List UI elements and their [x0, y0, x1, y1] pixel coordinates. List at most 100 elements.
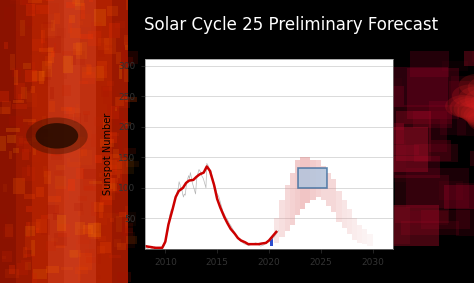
- Bar: [107, 213, 119, 218]
- Bar: [121, 46, 125, 62]
- Bar: [13, 148, 19, 153]
- Bar: [124, 68, 128, 82]
- Bar: [290, 173, 295, 225]
- Bar: [55, 200, 65, 213]
- Bar: [88, 130, 92, 138]
- Bar: [71, 250, 78, 258]
- Bar: [104, 38, 116, 54]
- Bar: [126, 161, 139, 167]
- Bar: [67, 158, 70, 162]
- Bar: [298, 168, 327, 188]
- Bar: [91, 134, 98, 147]
- Bar: [56, 186, 69, 200]
- Bar: [406, 168, 469, 208]
- Bar: [0, 0, 16, 283]
- Bar: [295, 160, 300, 215]
- Bar: [62, 52, 71, 55]
- Bar: [30, 55, 39, 68]
- Bar: [67, 162, 81, 167]
- Bar: [127, 236, 137, 245]
- Bar: [64, 114, 73, 120]
- Bar: [20, 0, 32, 5]
- Bar: [113, 149, 119, 158]
- Bar: [89, 233, 101, 239]
- Bar: [24, 194, 36, 200]
- Bar: [86, 65, 91, 75]
- Bar: [14, 134, 17, 143]
- Bar: [109, 132, 117, 143]
- Bar: [26, 206, 32, 212]
- Bar: [95, 155, 101, 163]
- Circle shape: [449, 96, 474, 119]
- Bar: [62, 85, 71, 96]
- Bar: [410, 211, 448, 225]
- Bar: [48, 101, 55, 112]
- Bar: [26, 70, 37, 82]
- Bar: [24, 141, 31, 152]
- Bar: [46, 241, 56, 251]
- Bar: [78, 196, 87, 201]
- Bar: [109, 254, 121, 258]
- Bar: [56, 245, 64, 248]
- Bar: [28, 0, 42, 3]
- Bar: [99, 203, 103, 218]
- Bar: [96, 66, 104, 81]
- Bar: [380, 0, 435, 25]
- Bar: [21, 260, 31, 263]
- Bar: [54, 233, 67, 246]
- Circle shape: [461, 102, 474, 124]
- Bar: [284, 185, 290, 231]
- Bar: [23, 247, 27, 258]
- Bar: [51, 154, 62, 160]
- Bar: [128, 0, 474, 51]
- Bar: [115, 107, 118, 112]
- Bar: [347, 209, 352, 234]
- Bar: [2, 185, 8, 192]
- Bar: [20, 20, 26, 36]
- Bar: [23, 18, 33, 26]
- Bar: [106, 184, 119, 192]
- Bar: [54, 171, 62, 175]
- Bar: [41, 24, 55, 38]
- Bar: [465, 11, 474, 67]
- Bar: [401, 221, 458, 235]
- Bar: [0, 215, 7, 231]
- Y-axis label: Sunspot Number: Sunspot Number: [103, 113, 113, 195]
- Bar: [270, 237, 273, 246]
- Bar: [439, 181, 463, 200]
- Bar: [105, 187, 108, 192]
- Bar: [23, 119, 36, 122]
- Circle shape: [454, 98, 474, 120]
- Bar: [94, 202, 104, 212]
- Bar: [74, 203, 83, 211]
- Bar: [362, 229, 367, 244]
- Bar: [118, 272, 131, 282]
- Bar: [105, 171, 109, 181]
- Bar: [115, 21, 125, 28]
- Bar: [97, 246, 105, 254]
- Bar: [3, 227, 14, 239]
- Bar: [103, 65, 108, 71]
- Bar: [95, 213, 107, 225]
- Bar: [78, 271, 81, 281]
- Bar: [57, 215, 66, 231]
- Bar: [86, 257, 96, 263]
- Bar: [12, 68, 20, 78]
- Bar: [29, 147, 41, 162]
- Circle shape: [466, 107, 474, 129]
- Bar: [44, 169, 50, 175]
- Bar: [81, 149, 87, 156]
- Bar: [55, 176, 66, 189]
- Bar: [121, 223, 133, 236]
- Circle shape: [452, 84, 474, 107]
- Bar: [100, 196, 112, 205]
- Bar: [25, 226, 35, 236]
- Bar: [22, 167, 36, 181]
- Bar: [107, 104, 113, 117]
- Bar: [81, 220, 83, 228]
- Circle shape: [467, 109, 474, 132]
- Bar: [454, 0, 474, 40]
- Bar: [79, 81, 88, 84]
- Bar: [50, 148, 55, 156]
- Bar: [97, 275, 101, 279]
